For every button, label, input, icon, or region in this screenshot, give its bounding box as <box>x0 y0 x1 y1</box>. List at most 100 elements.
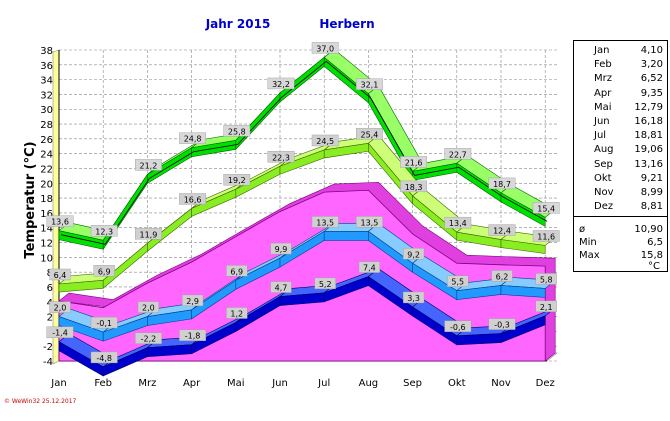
data-label: 15,4 <box>537 204 555 213</box>
data-label: 21,6 <box>405 158 423 167</box>
data-label: 13,4 <box>449 219 467 228</box>
data-label: 12,3 <box>95 227 113 236</box>
data-label: 19,2 <box>228 176 246 185</box>
x-tick-label: Jun <box>271 378 288 389</box>
y-tick-label: -4 <box>43 357 53 368</box>
y-tick-label: 36 <box>40 61 53 72</box>
legend-month-name: Mrz <box>594 72 612 85</box>
y-tick-label: 28 <box>40 120 53 131</box>
legend-month-value: 6,52 <box>641 72 663 85</box>
x-tick-label: Apr <box>183 378 201 389</box>
legend-month-row: Jan 4,10 <box>574 44 669 57</box>
data-label: 2,1 <box>540 303 553 312</box>
series-segment <box>457 334 501 345</box>
data-label: 9,9 <box>275 245 288 254</box>
data-label: 6,4 <box>54 271 67 280</box>
legend-stat-name: Min <box>579 236 597 249</box>
legend-unit: °C <box>648 261 660 272</box>
data-label: 18,3 <box>405 183 423 192</box>
chart-title-station: Herbern <box>319 17 374 31</box>
x-tick-label: Sep <box>403 378 422 389</box>
legend-month-value: 9,35 <box>641 87 663 100</box>
x-tick-label: Jan <box>50 378 66 389</box>
footer-credit: © WeWin32 25.12.2017 <box>4 398 77 405</box>
data-label: 2,9 <box>186 297 199 306</box>
data-label: 6,9 <box>230 267 243 276</box>
data-label: 13,5 <box>360 218 378 227</box>
data-label: 11,9 <box>139 230 157 239</box>
data-label: -0,3 <box>494 321 510 330</box>
y-tick-label: 22 <box>40 164 53 175</box>
series-segment <box>324 231 368 240</box>
legend-month-value: 9,21 <box>641 172 663 185</box>
data-label: 2,0 <box>54 304 67 313</box>
data-label: 7,4 <box>363 264 376 273</box>
data-label: 5,8 <box>540 275 553 284</box>
data-label: 11,6 <box>537 232 555 241</box>
y-tick-label: 34 <box>40 76 53 87</box>
x-tick-label: Nov <box>491 378 511 389</box>
legend-month-value: 19,06 <box>634 143 663 156</box>
y-tick-label: 30 <box>40 105 53 116</box>
legend-month-row: Jun 16,18 <box>574 115 669 128</box>
x-tick-label: Okt <box>448 378 466 389</box>
data-label: -2,2 <box>141 335 157 344</box>
data-label: 37,0 <box>316 44 334 53</box>
data-label: -1,4 <box>52 329 68 338</box>
legend-month-name: Jun <box>594 115 610 128</box>
data-label: -0,6 <box>450 323 466 332</box>
legend-month-name: Dez <box>594 200 613 213</box>
y-tick-labels: -4-202468101214161820222426283032343638 <box>40 46 53 368</box>
y-tick-label: -2 <box>43 342 53 353</box>
legend-month-name: Nov <box>594 186 614 199</box>
data-label: 6,9 <box>98 267 111 276</box>
data-label: -1,8 <box>185 332 201 341</box>
data-label: -0,1 <box>96 319 112 328</box>
y-tick-label: 18 <box>40 194 53 205</box>
x-tick-label: Feb <box>94 378 112 389</box>
data-label: 32,1 <box>360 81 378 90</box>
legend-stat-value: 6,5 <box>647 236 663 249</box>
data-label: 25,4 <box>360 130 378 139</box>
data-label: 25,8 <box>228 127 246 136</box>
legend-month-value: 4,10 <box>641 44 663 57</box>
legend-month-value: 12,79 <box>634 101 663 114</box>
y-tick-label: 20 <box>40 179 53 190</box>
data-label: 12,4 <box>493 227 511 236</box>
y-tick-label: 12 <box>40 239 53 250</box>
data-label: 6,2 <box>496 272 509 281</box>
legend-stat-name: ø <box>579 223 585 236</box>
data-label: 24,5 <box>316 137 334 146</box>
y-tick-label: 2 <box>47 313 53 324</box>
data-label: 16,6 <box>184 195 202 204</box>
data-label: 4,7 <box>275 284 288 293</box>
legend-month-name: Jan <box>594 44 609 57</box>
x-tick-label: Dez <box>536 378 555 389</box>
legend-stat-row: Min 6,5 <box>574 236 669 249</box>
legend-month-value: 3,20 <box>641 58 663 71</box>
legend-month-value: 16,18 <box>634 115 663 128</box>
data-label: 2,0 <box>142 304 155 313</box>
y-axis-label: Temperatur (°C) <box>23 141 38 258</box>
legend-month-name: Jul <box>594 129 606 142</box>
legend-separator <box>574 216 667 217</box>
y-axis-wall <box>53 50 59 364</box>
data-label: 32,2 <box>272 80 290 89</box>
data-label: 21,2 <box>139 161 157 170</box>
data-label: 24,8 <box>184 135 202 144</box>
data-label: 13,6 <box>51 218 69 227</box>
data-label: 22,7 <box>449 150 467 159</box>
legend-stat-name: Max <box>579 249 600 262</box>
